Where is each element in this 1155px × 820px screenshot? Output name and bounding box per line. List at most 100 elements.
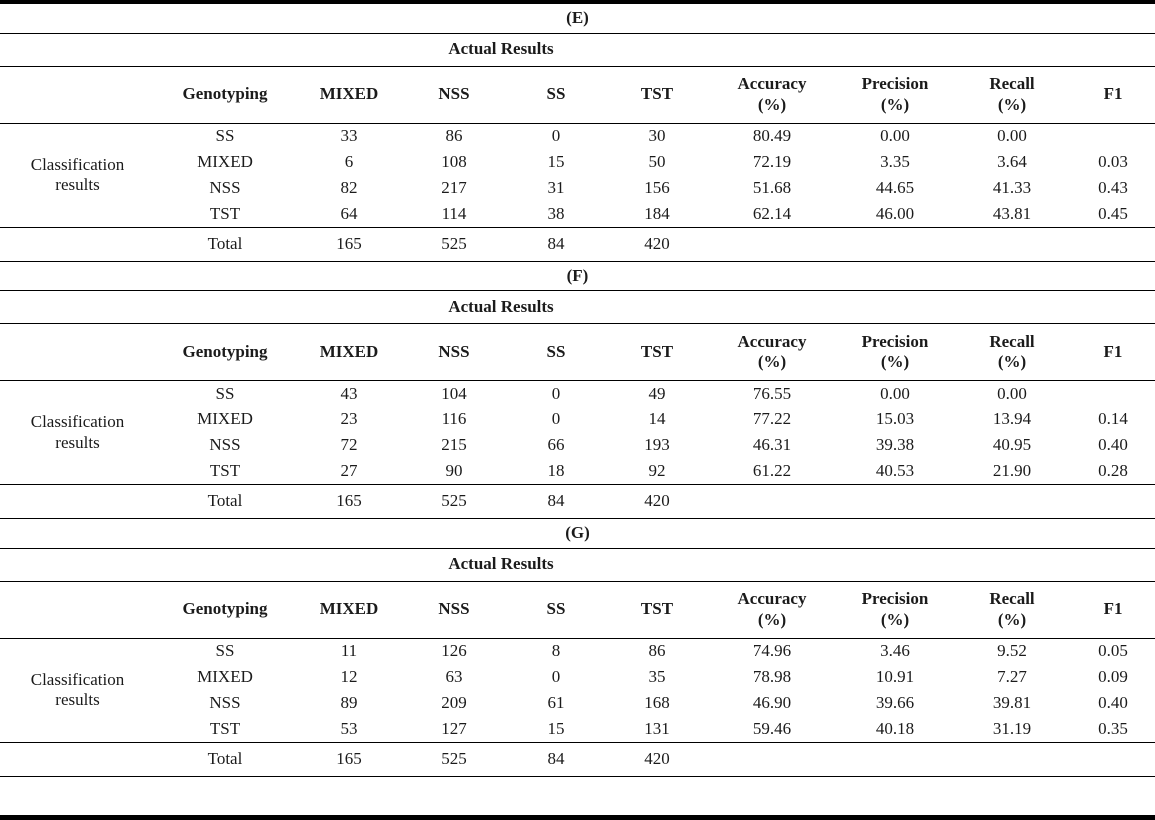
- spacer-cell: [707, 548, 1155, 581]
- column-header-mixed: MIXED: [319, 84, 379, 104]
- total-label: Total: [207, 233, 243, 253]
- row-label: MIXED: [197, 409, 253, 429]
- data-cell: 31.19: [992, 718, 1032, 738]
- results-table-f: (F) Actual Results Genotyping MIXED NSS SS TST…: [0, 262, 1155, 520]
- table-caption: (E): [566, 8, 589, 28]
- table-caption: (F): [566, 265, 589, 285]
- row-label: NSS: [209, 177, 241, 197]
- column-header-recall: Recall (%): [989, 331, 1035, 371]
- spacer-cell: [707, 291, 1155, 324]
- column-header-precision: Precision (%): [861, 74, 929, 114]
- total-label: Total: [207, 748, 243, 768]
- spacer-cell: [707, 33, 1155, 66]
- column-header-accuracy: Accuracy (%): [737, 589, 807, 629]
- data-cell: 63: [445, 666, 463, 686]
- data-cell: 0.03: [1098, 151, 1128, 171]
- row-group-label: Classification results: [30, 154, 125, 194]
- data-cell: 46.00: [875, 203, 915, 223]
- data-cell: 82: [340, 177, 358, 197]
- spacer-cell: [0, 548, 295, 581]
- data-cell: 168: [644, 692, 670, 712]
- data-cell: 33: [340, 126, 358, 146]
- column-header-mixed: MIXED: [319, 599, 379, 619]
- data-cell: 6: [344, 151, 354, 171]
- column-header-tst: TST: [640, 341, 674, 361]
- actual-results-header: Actual Results: [448, 296, 554, 316]
- spacer-cell: [0, 581, 155, 638]
- total-cell: [953, 742, 1071, 776]
- total-cell: 525: [441, 491, 467, 511]
- total-cell: [953, 227, 1071, 261]
- data-cell: [1071, 381, 1155, 407]
- total-cell: 84: [547, 748, 565, 768]
- data-cell: 8: [551, 641, 561, 661]
- data-cell: 215: [441, 435, 467, 455]
- total-cell: 165: [336, 748, 362, 768]
- data-cell: 0.45: [1098, 203, 1128, 223]
- data-cell: 90: [445, 461, 463, 481]
- row-label: SS: [215, 383, 235, 403]
- data-cell: 18: [547, 461, 565, 481]
- spacer-cell: [0, 291, 295, 324]
- data-cell: 27: [340, 461, 358, 481]
- column-header-genotyping: Genotyping: [182, 84, 268, 104]
- data-cell: 86: [445, 126, 463, 146]
- data-cell: 0.40: [1098, 692, 1128, 712]
- total-cell: 84: [547, 491, 565, 511]
- data-cell: 43: [340, 383, 358, 403]
- data-cell: 114: [441, 203, 467, 223]
- data-cell: 77.22: [752, 409, 792, 429]
- total-cell: [1071, 227, 1155, 261]
- data-cell: 15: [547, 718, 565, 738]
- data-cell: 0.05: [1098, 641, 1128, 661]
- data-cell: 156: [644, 177, 670, 197]
- total-cell: 84: [547, 233, 565, 253]
- total-cell: 165: [336, 233, 362, 253]
- data-cell: 10.91: [875, 666, 915, 686]
- spacer-cell: [0, 33, 295, 66]
- data-cell: 3.64: [997, 151, 1027, 171]
- data-cell: 0.40: [1098, 435, 1128, 455]
- data-cell: 184: [644, 203, 670, 223]
- data-cell: 39.66: [875, 692, 915, 712]
- data-cell: 78.98: [752, 666, 792, 686]
- data-cell: 0: [551, 126, 561, 146]
- actual-results-header: Actual Results: [448, 554, 554, 574]
- data-cell: 40.53: [875, 461, 915, 481]
- data-cell: 92: [648, 461, 666, 481]
- data-cell: 126: [441, 641, 467, 661]
- data-cell: 3.35: [880, 151, 910, 171]
- spacer-cell: [0, 66, 155, 123]
- results-table-g: (G) Actual Results Genotyping MIXED NSS SS TST…: [0, 519, 1155, 777]
- row-label: MIXED: [197, 666, 253, 686]
- total-cell: 165: [336, 491, 362, 511]
- row-label: SS: [215, 126, 235, 146]
- data-cell: 104: [441, 383, 467, 403]
- data-cell: 86: [648, 641, 666, 661]
- data-cell: 44.65: [875, 177, 915, 197]
- total-label: Total: [207, 491, 243, 511]
- column-header-genotyping: Genotyping: [182, 341, 268, 361]
- data-cell: 0.43: [1098, 177, 1128, 197]
- total-cell: [837, 742, 953, 776]
- row-label: SS: [215, 641, 235, 661]
- total-cell: [1071, 742, 1155, 776]
- column-header-ss: SS: [546, 599, 566, 619]
- column-header-genotyping: Genotyping: [182, 599, 268, 619]
- data-cell: [1071, 123, 1155, 149]
- data-cell: 74.96: [752, 641, 792, 661]
- column-header-ss: SS: [546, 341, 566, 361]
- column-header-mixed: MIXED: [319, 341, 379, 361]
- data-cell: 0: [551, 383, 561, 403]
- column-header-nss: NSS: [438, 84, 470, 104]
- column-header-recall: Recall (%): [989, 589, 1035, 629]
- data-cell: 38: [547, 203, 565, 223]
- total-cell: 420: [644, 233, 670, 253]
- column-header-nss: NSS: [438, 341, 470, 361]
- data-cell: 12: [340, 666, 358, 686]
- spacer-cell: [0, 742, 155, 776]
- data-cell: 51.68: [752, 177, 792, 197]
- data-cell: 72: [340, 435, 358, 455]
- total-cell: [1071, 485, 1155, 519]
